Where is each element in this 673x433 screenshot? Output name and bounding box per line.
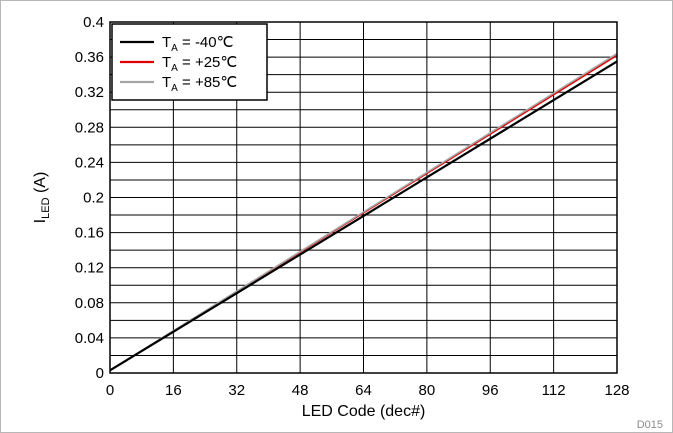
legend-label-main: T — [162, 34, 171, 51]
legend-label-sub: A — [171, 43, 178, 54]
x-tick-labels: 0 16 32 48 64 80 96 112 128 — [106, 382, 630, 399]
legend-label-sub: A — [171, 63, 178, 74]
x-tick-label: 80 — [419, 382, 436, 399]
plot-area-border — [109, 21, 618, 374]
y-tick-label: 0.2 — [83, 190, 104, 207]
x-tick-label: 112 — [542, 382, 566, 399]
y-tick-label: 0.12 — [75, 260, 104, 277]
y-tick-label: 0.4 — [83, 14, 104, 31]
series-line-1 — [109, 60, 618, 372]
legend-label-rest: = +25℃ — [178, 54, 237, 71]
legend: TA = -40℃TA = +25℃TA = +85℃ — [111, 23, 268, 101]
legend-label-rest: = -40℃ — [178, 34, 234, 51]
y-tick-label: 0.32 — [75, 84, 104, 101]
legend-label-3: TA = +85℃ — [162, 74, 237, 94]
y-tick-label: 0 — [96, 365, 104, 382]
y-tick-labels: 0 0.04 0.08 0.12 0.16 0.2 0.24 0.28 0.32 0.36 0.4 — [75, 14, 104, 382]
y-axis-label-unit: (A) — [32, 172, 49, 198]
series-lines — [109, 52, 618, 372]
x-tick-label: 64 — [355, 382, 372, 399]
x-tick-label: 16 — [165, 382, 182, 399]
x-tick-label: 128 — [604, 382, 629, 399]
legend-label-main: T — [162, 54, 171, 71]
series-line-3 — [109, 52, 618, 372]
legend-label-rest: = +85℃ — [178, 74, 237, 91]
y-axis-label: ILED (A) — [32, 172, 52, 224]
x-tick-label: 48 — [292, 382, 309, 399]
y-tick-label: 0.36 — [75, 49, 104, 66]
legend-label-1: TA = -40℃ — [162, 34, 233, 54]
y-tick-label: 0.04 — [75, 330, 104, 347]
legend-label-sub: A — [171, 83, 178, 94]
legend-label-2: TA = +25℃ — [162, 54, 237, 74]
x-tick-label: 32 — [228, 382, 245, 399]
x-tick-label: 96 — [482, 382, 499, 399]
x-axis-label: LED Code (dec#) — [302, 403, 426, 420]
legend-label-main: T — [162, 74, 171, 91]
y-tick-label: 0.08 — [75, 295, 104, 312]
y-tick-label: 0.24 — [75, 154, 104, 171]
y-axis-label-main: I — [32, 219, 49, 223]
y-tick-label: 0.16 — [75, 225, 104, 242]
x-tick-label: 0 — [106, 382, 114, 399]
y-tick-label: 0.28 — [75, 119, 104, 136]
y-axis-label-sub: LED — [40, 197, 52, 218]
figure-id: D015 — [637, 419, 663, 431]
